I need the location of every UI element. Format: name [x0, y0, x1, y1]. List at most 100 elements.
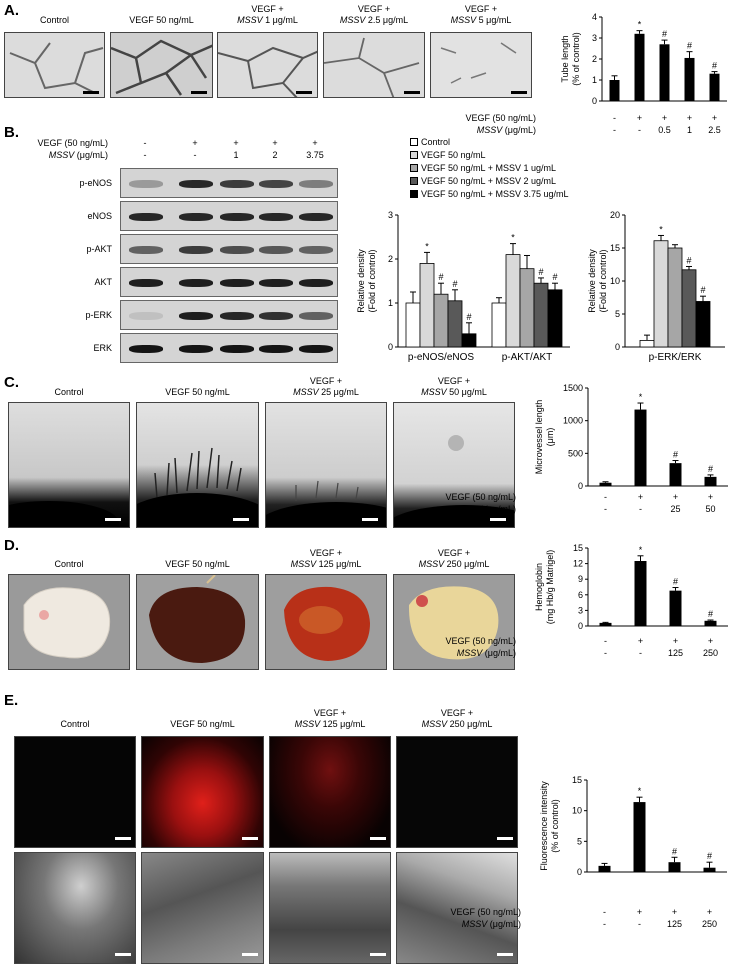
- legend-entry: VEGF 50 ng/mL: [410, 150, 486, 160]
- y-tick-label: 0: [578, 481, 583, 491]
- blot-band: [299, 279, 333, 287]
- scale-bar: [242, 953, 258, 956]
- scale-bar: [497, 953, 513, 956]
- y-tick-label: 3: [388, 210, 393, 220]
- scale-bar: [233, 518, 249, 521]
- matrigel-plug-control: [8, 574, 130, 670]
- image-caption: VEGF 50 ng/mL: [165, 559, 230, 569]
- blot-band: [179, 279, 213, 287]
- y-tick-label: 12: [573, 559, 583, 569]
- blot-strip: [120, 267, 338, 297]
- y-tick-label: 5: [615, 309, 620, 319]
- bar: [634, 561, 647, 626]
- y-tick-label: 0: [388, 342, 393, 352]
- legend-swatch: [410, 151, 418, 159]
- blot-band: [220, 180, 254, 188]
- treatment-value: -: [638, 919, 641, 929]
- significance-mark: *: [425, 241, 429, 251]
- blot-strip: [120, 234, 338, 264]
- blot-strip: [120, 201, 338, 231]
- y-tick-label: 1: [592, 75, 597, 85]
- bar: [704, 620, 717, 626]
- fluorescence-mssv250: [396, 736, 518, 848]
- legend-text: Control: [421, 137, 451, 147]
- significance-mark: #: [673, 577, 678, 587]
- treatment-value: -: [193, 150, 197, 160]
- bar: [703, 867, 716, 872]
- blot-band: [129, 279, 163, 287]
- image-caption: VEGF + MSSV 50 μg/mL: [421, 376, 487, 397]
- significance-mark: #: [712, 61, 717, 71]
- svg-text:Tube length: Tube length: [560, 35, 570, 82]
- y-axis-label: Relative density (Fold of control): [587, 249, 608, 313]
- treatment-row-label: VEGF (50 ng/mL): [445, 492, 516, 502]
- bar: [433, 293, 449, 348]
- tube-photo-control: [4, 32, 105, 98]
- blot-band: [179, 345, 213, 353]
- blot-label: p-ERK: [85, 310, 112, 320]
- y-axis-label: Tube length (% of control): [560, 32, 581, 86]
- blot-strip: [120, 300, 338, 330]
- bar: [634, 33, 645, 101]
- image-caption: VEGF + MSSV 1 μg/mL: [237, 4, 298, 25]
- y-tick-label: 0: [577, 867, 582, 877]
- aortic-ring-control: [8, 402, 130, 528]
- treatment-value: -: [143, 150, 147, 160]
- image-caption: VEGF 50 ng/mL: [170, 719, 235, 729]
- significance-mark: #: [662, 29, 667, 39]
- image-caption: Control: [54, 387, 84, 397]
- chart-hemoglobin: 0 3 6 9 12 15 Hemoglobin (mg Hb/g Matrigel) * # #: [534, 543, 728, 631]
- significance-mark: *: [659, 224, 663, 234]
- significance-mark: #: [686, 255, 691, 265]
- legend-swatch: [410, 190, 418, 198]
- aortic-ring-mssv25: [265, 402, 387, 528]
- legend-text: VEGF 50 ng/mL + MSSV 2 ug/mL: [421, 176, 556, 186]
- significance-mark: #: [672, 846, 677, 856]
- y-axis-label: Microvessel length (μm): [534, 400, 555, 475]
- treatment-value: 0.5: [658, 125, 671, 135]
- treatment-value: -: [604, 636, 607, 646]
- treatment-value: -: [603, 919, 606, 929]
- y-tick-label: 10: [610, 276, 620, 286]
- scale-bar: [191, 91, 207, 94]
- brightfield-control: [14, 852, 136, 964]
- legend-entry: VEGF 50 ng/mL + MSSV 1 ug/mL: [410, 163, 556, 173]
- blot-strip: [120, 168, 338, 198]
- treatment-value: +: [686, 113, 693, 123]
- y-tick-label: 0: [578, 621, 583, 631]
- treatment-row-label: MSSV (μg/mL): [48, 150, 108, 160]
- scale-bar: [511, 91, 527, 94]
- treatment-value: +: [233, 138, 239, 148]
- y-tick-label: 15: [572, 775, 582, 785]
- significance-mark: #: [673, 450, 678, 460]
- treatment-value: -: [603, 907, 606, 917]
- bar: [609, 80, 620, 101]
- blot-band: [220, 246, 254, 254]
- svg-text:Relative density: Relative density: [356, 249, 366, 313]
- scale-bar: [362, 518, 378, 521]
- y-tick-label: 9: [578, 574, 583, 584]
- treatment-value: 25: [670, 504, 681, 514]
- treatment-value: +: [672, 492, 679, 502]
- scale-bar: [370, 953, 386, 956]
- brightfield-vegf: [141, 852, 264, 964]
- y-tick-label: 1: [388, 298, 393, 308]
- blot-band: [259, 180, 293, 188]
- y-tick-label: 20: [610, 210, 620, 220]
- treatment-value: +: [672, 636, 679, 646]
- treatment-value: +: [707, 636, 714, 646]
- image-caption: VEGF + MSSV 25 μg/mL: [293, 376, 359, 397]
- significance-mark: #: [707, 851, 712, 861]
- treatment-value: +: [636, 113, 643, 123]
- scale-bar: [242, 837, 258, 840]
- blot-band: [129, 213, 163, 221]
- treatment-value: -: [613, 125, 616, 135]
- treatment-value: +: [192, 138, 198, 148]
- svg-text:(mg Hb/g Matrigel): (mg Hb/g Matrigel): [545, 550, 555, 625]
- image-caption: VEGF + MSSV 125 μg/mL: [294, 708, 366, 729]
- legend-entry: Control: [410, 137, 450, 147]
- legend-text: VEGF 50 ng/mL + MSSV 3.75 ug/mL: [421, 189, 569, 199]
- image-caption: VEGF + MSSV 125 μg/mL: [290, 548, 362, 569]
- bar: [639, 339, 655, 348]
- treatment-row-label: VEGF (50 ng/mL): [445, 636, 516, 646]
